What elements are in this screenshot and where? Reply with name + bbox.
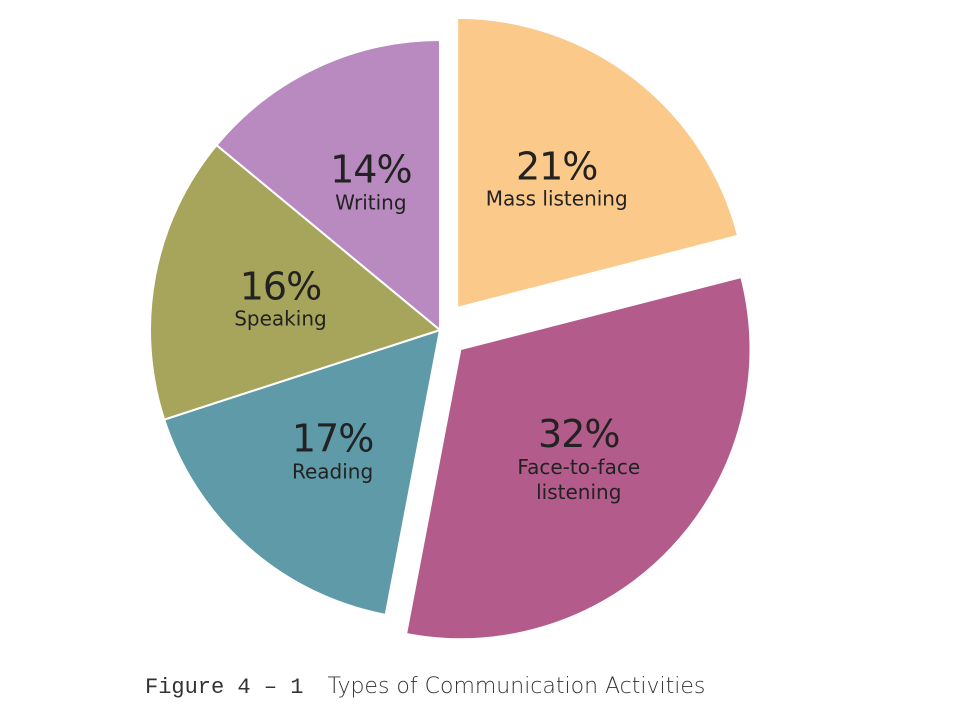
pie-slice: [149, 143, 443, 421]
category-label: Reading: [292, 459, 374, 484]
category-label: Writing: [335, 190, 407, 215]
value-label: 32%: [538, 412, 620, 457]
chart-title: Types of Communication Activities: [327, 674, 706, 699]
value-label: 14%: [330, 147, 412, 192]
value-label: 21%: [515, 144, 598, 189]
category-label: Mass listening: [485, 186, 628, 211]
slice-label: 21% Mass listening: [485, 144, 628, 212]
category-label: Face-to-face listening: [517, 455, 641, 505]
value-label: 17%: [291, 416, 374, 461]
caption: Figure 4 – 1 Types of Communication Activ…: [145, 674, 705, 700]
category-label: Speaking: [234, 307, 327, 332]
pie-slice: [215, 38, 441, 333]
slice-label: 16% Speaking: [234, 264, 327, 332]
pie-slice: [456, 16, 740, 310]
figure-label: Figure 4 – 1: [145, 675, 304, 700]
slice-label: 32% Face-to-face listening: [504, 412, 654, 505]
pie-slice: [404, 275, 752, 641]
value-label: 16%: [239, 264, 322, 309]
slice-label: 17% Reading: [291, 416, 374, 484]
slice-label: 14% Writing: [330, 147, 412, 216]
pie-slice: [162, 328, 442, 617]
